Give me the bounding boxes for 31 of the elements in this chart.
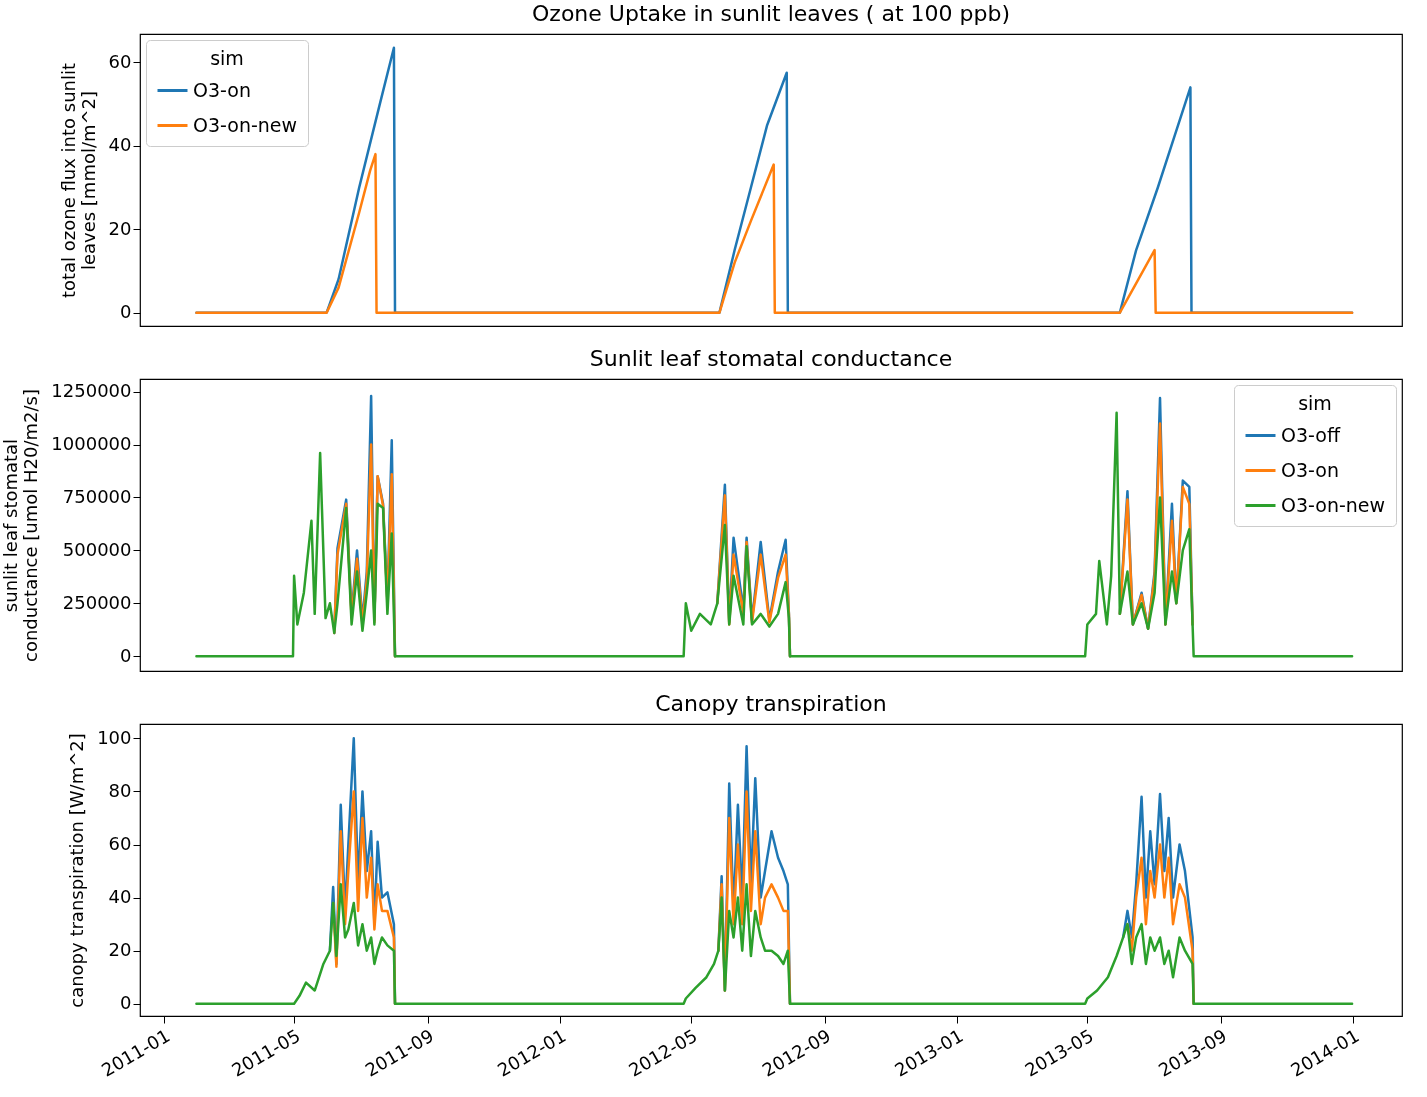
legend-label: O3-off	[1281, 423, 1341, 446]
y-axis-title: sunlit leaf stomatal conductance [umol H20/m2/s]	[0, 389, 42, 662]
y-tick-label: 20	[108, 217, 132, 239]
chart-title: Canopy transpiration	[655, 691, 887, 716]
line-series	[195, 152, 1354, 314]
legend-label: O3-on-new	[1281, 493, 1386, 516]
y-tick-label: 1000000	[51, 433, 132, 455]
y-tick-label: 40	[108, 886, 132, 908]
y-tick-label: 500000	[62, 538, 132, 560]
legend-label: O3-on	[193, 78, 251, 101]
y-tick-label: 60	[108, 50, 132, 72]
y-tick-label: 20	[108, 939, 132, 961]
y-tick-label: 1250000	[51, 380, 132, 402]
y-tick-label: 750000	[62, 485, 132, 507]
legend-label: O3-on	[1281, 458, 1339, 481]
y-tick-label: 250000	[62, 591, 132, 613]
legend-label: O3-on-new	[193, 113, 298, 136]
chart-title: Sunlit leaf stomatal conductance	[589, 346, 953, 371]
chart-title: Ozone Uptake in sunlit leaves ( at 100 ppb)	[532, 1, 1010, 26]
y-axis-title: total ozone flux into sunlit leaves [mmol/m^2]	[57, 62, 99, 299]
y-tick-label: 100	[97, 726, 132, 748]
y-tick-label: 0	[120, 644, 132, 666]
legend-title: sim	[210, 47, 244, 69]
y-tick-label: 80	[108, 779, 132, 801]
y-tick-label: 0	[120, 301, 132, 323]
y-tick-label: 60	[108, 833, 132, 855]
y-axis-title: canopy transpiration [W/m^2]	[66, 733, 88, 1008]
legend-title: sim	[1298, 392, 1332, 414]
line-series	[195, 883, 1354, 1006]
y-tick-label: 0	[120, 992, 132, 1014]
y-tick-label: 40	[108, 134, 132, 156]
